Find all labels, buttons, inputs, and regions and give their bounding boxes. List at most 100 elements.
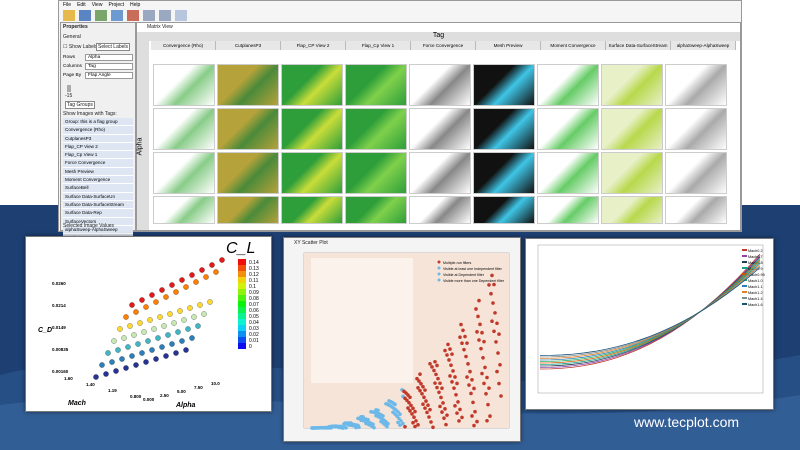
toolbar-button[interactable] — [143, 10, 155, 21]
tag-item[interactable]: Flap_CP View 2 — [63, 142, 133, 152]
menu-item[interactable]: File — [63, 2, 72, 8]
slider[interactable] — [67, 85, 71, 92]
thumbnail[interactable] — [217, 108, 279, 150]
point — [490, 319, 494, 323]
checkbox[interactable]: ☐ Show Labels — [63, 44, 98, 50]
tag-item[interactable]: SurfaceVectors — [63, 217, 133, 226]
tag-item[interactable]: Mesh Preview — [63, 167, 133, 177]
point — [123, 365, 129, 371]
point — [117, 326, 123, 332]
toolbar-button[interactable] — [175, 10, 187, 21]
y-tick: 0.000 — [143, 397, 155, 402]
tag-item[interactable]: Surface Data-SurfaceStream — [63, 200, 133, 210]
thumbnail[interactable] — [281, 196, 343, 224]
legend-entry: Mach0.95 — [748, 273, 765, 277]
thumbnail[interactable] — [217, 152, 279, 194]
thumbnail[interactable] — [153, 196, 215, 224]
point — [428, 407, 432, 412]
tag-item[interactable]: Convergence (Rho) — [63, 126, 133, 135]
thumbnail[interactable] — [409, 64, 471, 106]
colorbar-swatch — [238, 337, 246, 343]
point — [159, 287, 165, 293]
menu-item[interactable]: Edit — [77, 2, 86, 8]
dropdown[interactable]: Flap Angle — [85, 72, 133, 79]
thumbnail[interactable] — [473, 108, 535, 150]
thumbnail[interactable] — [345, 108, 407, 150]
point — [423, 388, 427, 392]
thumbnail[interactable] — [601, 152, 663, 194]
tag-item[interactable]: SurfaceBell — [63, 184, 133, 193]
toolbar-button[interactable] — [79, 10, 91, 21]
point — [183, 347, 189, 353]
thumbnail[interactable] — [281, 152, 343, 194]
colorbar-swatch — [238, 283, 246, 289]
point — [199, 267, 205, 273]
point — [445, 353, 449, 357]
thumbnail[interactable] — [281, 64, 343, 106]
thumbnail[interactable] — [665, 196, 727, 224]
legend-entry: Visible more than one Dependent filter — [443, 279, 505, 283]
toolbar-button[interactable] — [127, 10, 139, 21]
thumbnail[interactable] — [665, 152, 727, 194]
thumbnail[interactable] — [665, 108, 727, 150]
dropdown[interactable]: Alpha — [85, 54, 133, 61]
legend-entry: Mach1.4 — [748, 297, 763, 301]
thumbnail[interactable] — [345, 64, 407, 106]
point — [201, 311, 207, 317]
point — [409, 403, 413, 408]
thumbnail[interactable] — [345, 152, 407, 194]
legend-entry: Mach1.2 — [748, 291, 763, 295]
point — [396, 420, 400, 425]
menu-item[interactable]: Help — [130, 2, 141, 8]
thumbnail[interactable] — [473, 196, 535, 224]
axis-label: Mach — [68, 400, 86, 407]
point — [498, 362, 502, 367]
thumbnail[interactable] — [601, 64, 663, 106]
thumbnail[interactable] — [409, 108, 471, 150]
thumbnail[interactable] — [601, 108, 663, 150]
button[interactable]: Tag Groups — [65, 101, 95, 109]
point — [356, 423, 360, 428]
menu-item[interactable]: View — [91, 2, 103, 8]
toolbar-button[interactable] — [95, 10, 107, 21]
thumbnail[interactable] — [217, 196, 279, 224]
thumbnail[interactable] — [473, 152, 535, 194]
dropdown[interactable]: Tag — [85, 63, 133, 70]
thumbnail[interactable] — [281, 108, 343, 150]
toolbar-button[interactable] — [111, 10, 123, 21]
thumbnail[interactable] — [153, 108, 215, 150]
thumbnail[interactable] — [409, 152, 471, 194]
thumbnail[interactable] — [345, 196, 407, 224]
menu-item[interactable]: Project — [108, 2, 124, 8]
tag-item[interactable]: alphaSweep-AlphaSweep — [63, 225, 133, 235]
thumbnail[interactable] — [153, 152, 215, 194]
thumbnail[interactable] — [537, 196, 599, 224]
tag-item[interactable]: Moment Convergence — [63, 176, 133, 185]
point — [137, 320, 143, 326]
thumbnail[interactable] — [665, 64, 727, 106]
toolbar-button[interactable] — [159, 10, 171, 21]
tag-item[interactable]: Surface Data-Rep — [63, 209, 133, 218]
tag-item[interactable]: Force Convergence — [63, 159, 133, 168]
thumbnail[interactable] — [153, 64, 215, 106]
column-header: Flap_CP View 2 — [281, 41, 346, 50]
thumbnail[interactable] — [409, 196, 471, 224]
button[interactable]: Select Labels — [96, 43, 131, 51]
tag-item[interactable]: CutplanesP3 — [63, 134, 133, 143]
point — [393, 402, 397, 407]
thumbnail[interactable] — [473, 64, 535, 106]
thumbnail[interactable] — [537, 152, 599, 194]
point — [193, 279, 199, 285]
thumbnail[interactable] — [601, 196, 663, 224]
thumbnail[interactable] — [537, 64, 599, 106]
thumbnail[interactable] — [537, 108, 599, 150]
point — [324, 425, 328, 430]
tag-item[interactable]: Flap_Cp View 1 — [63, 151, 133, 160]
toolbar-button[interactable] — [63, 10, 75, 21]
thumbnail[interactable] — [217, 64, 279, 106]
colorbar-swatch — [238, 307, 246, 313]
tag-item[interactable]: Surface Data-SurfaceUn — [63, 192, 133, 201]
point — [410, 412, 414, 416]
tag-item[interactable]: Group: this is a flag group — [63, 118, 133, 127]
point — [497, 332, 501, 336]
